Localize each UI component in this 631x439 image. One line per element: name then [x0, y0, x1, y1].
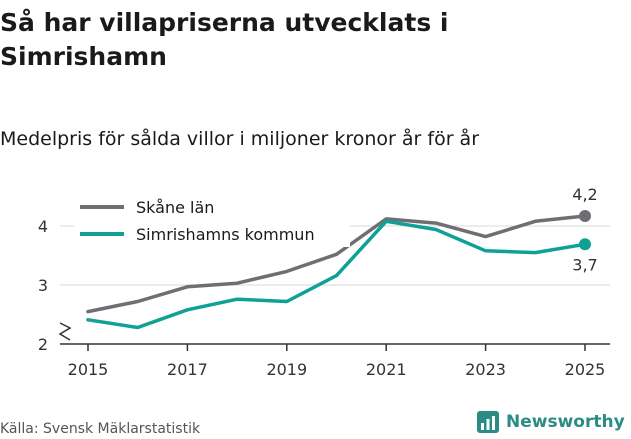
series-line-skane: [86, 214, 587, 314]
y-tick-label-4: 4: [38, 217, 48, 236]
series-line-simrishamn: [86, 219, 587, 330]
x-tick-label-2017: 2017: [167, 360, 208, 379]
x-tick-label-2025: 2025: [565, 360, 606, 379]
y-tick-label-2: 2: [38, 335, 48, 354]
chart-subtitle: Medelpris för sålda villor i miljoner kr…: [0, 128, 480, 150]
legend: Skåne län Simrishamns kommun: [74, 193, 350, 247]
x-tick-label-2023: 2023: [465, 360, 506, 379]
x-axis: 2015 2017 2019 2021 2023 2025: [58, 322, 610, 379]
x-tick-label-2021: 2021: [366, 360, 407, 379]
x-tick-label-2015: 2015: [68, 360, 109, 379]
end-labels: 4,2 3,7: [572, 185, 597, 274]
series-lines: [86, 209, 591, 330]
brand-logo: Newsworthy: [476, 410, 625, 434]
line-chart: 2015 2017 2019 2021 2023 2025 2 3 4 Skåne län S…: [38, 185, 610, 379]
x-tick-label-2019: 2019: [266, 360, 307, 379]
axis-break-marker: [58, 322, 72, 341]
end-label-simrishamn: 3,7: [572, 255, 597, 274]
source-note: Källa: Svensk Mäklarstatistik: [0, 421, 201, 437]
end-label-skane: 4,2: [572, 185, 597, 204]
end-point-simrishamn: [579, 238, 591, 251]
brand-name: Newsworthy: [506, 412, 625, 432]
chart-title: Så har villapriserna utvecklats i Simris…: [0, 8, 449, 71]
y-axis: 2 3 4: [38, 217, 48, 354]
y-tick-label-3: 3: [38, 276, 48, 295]
newsworthy-logo-icon: [477, 411, 499, 433]
legend-label-skane: Skåne län: [136, 198, 214, 217]
legend-label-simrishamn: Simrishamns kommun: [136, 225, 315, 244]
end-point-skane: [579, 209, 591, 222]
legend-background: [74, 193, 350, 247]
